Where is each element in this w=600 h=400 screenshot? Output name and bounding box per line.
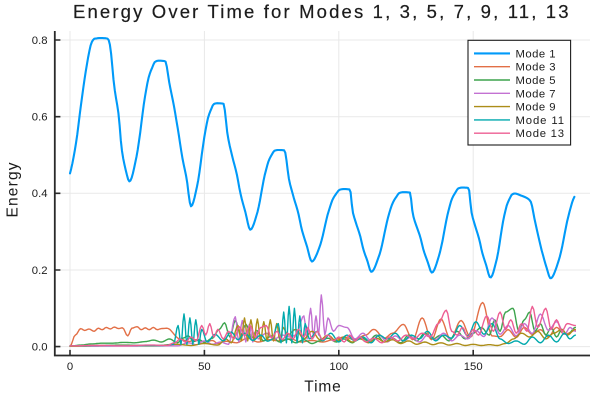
svg-text:0.4: 0.4 (32, 188, 48, 200)
svg-text:Mode 5: Mode 5 (516, 75, 556, 87)
svg-text:Mode 9: Mode 9 (516, 102, 556, 114)
svg-text:0.8: 0.8 (32, 35, 48, 47)
svg-text:Time: Time (304, 379, 341, 396)
svg-text:0.0: 0.0 (32, 342, 48, 354)
svg-text:0.2: 0.2 (32, 265, 48, 277)
svg-text:150: 150 (464, 361, 483, 373)
svg-text:Mode 1: Mode 1 (516, 48, 556, 60)
svg-text:Mode 13: Mode 13 (516, 128, 565, 140)
svg-text:0: 0 (67, 361, 73, 373)
svg-text:Energy: Energy (5, 162, 22, 217)
svg-text:0.6: 0.6 (32, 112, 48, 124)
svg-text:100: 100 (329, 361, 348, 373)
svg-text:Mode 11: Mode 11 (516, 115, 565, 127)
svg-text:Mode 3: Mode 3 (516, 62, 556, 74)
svg-text:Energy Over Time for Modes 1,: Energy Over Time for Modes 1, 3, 5, 7, 9… (73, 1, 569, 22)
svg-text:Mode 7: Mode 7 (516, 88, 556, 100)
svg-text:50: 50 (198, 361, 211, 373)
